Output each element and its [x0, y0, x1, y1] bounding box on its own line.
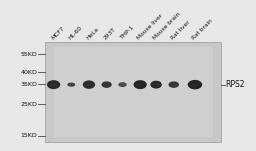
Ellipse shape: [69, 84, 74, 85]
Ellipse shape: [136, 84, 144, 86]
Text: THP-1: THP-1: [119, 25, 135, 41]
Text: Mouse liver: Mouse liver: [137, 13, 164, 41]
Ellipse shape: [103, 84, 110, 85]
Ellipse shape: [118, 82, 127, 87]
Text: 40KD: 40KD: [20, 70, 37, 75]
Text: MCF7: MCF7: [50, 26, 65, 41]
Ellipse shape: [47, 80, 60, 89]
Text: HL-60: HL-60: [68, 25, 83, 41]
Text: HeLa: HeLa: [86, 27, 100, 41]
Ellipse shape: [85, 84, 93, 86]
Ellipse shape: [153, 84, 159, 86]
Ellipse shape: [83, 80, 95, 89]
Ellipse shape: [168, 81, 179, 88]
Text: Rat liver: Rat liver: [170, 20, 191, 41]
Text: Mouse brain: Mouse brain: [153, 12, 182, 41]
Text: Rat brain: Rat brain: [191, 18, 214, 41]
Text: 293T: 293T: [103, 27, 117, 41]
Ellipse shape: [120, 84, 125, 85]
Ellipse shape: [150, 81, 162, 89]
FancyBboxPatch shape: [45, 42, 221, 142]
Ellipse shape: [134, 80, 147, 89]
Ellipse shape: [101, 81, 112, 88]
Text: 35KD: 35KD: [20, 82, 37, 87]
Ellipse shape: [191, 84, 199, 86]
Text: 15KD: 15KD: [20, 133, 37, 138]
Text: 25KD: 25KD: [20, 102, 37, 107]
Ellipse shape: [188, 80, 202, 89]
Text: RPS2: RPS2: [226, 80, 245, 89]
Text: 55KD: 55KD: [20, 52, 37, 57]
FancyBboxPatch shape: [54, 47, 212, 137]
Ellipse shape: [67, 83, 75, 87]
Ellipse shape: [50, 84, 58, 86]
Ellipse shape: [170, 84, 177, 85]
